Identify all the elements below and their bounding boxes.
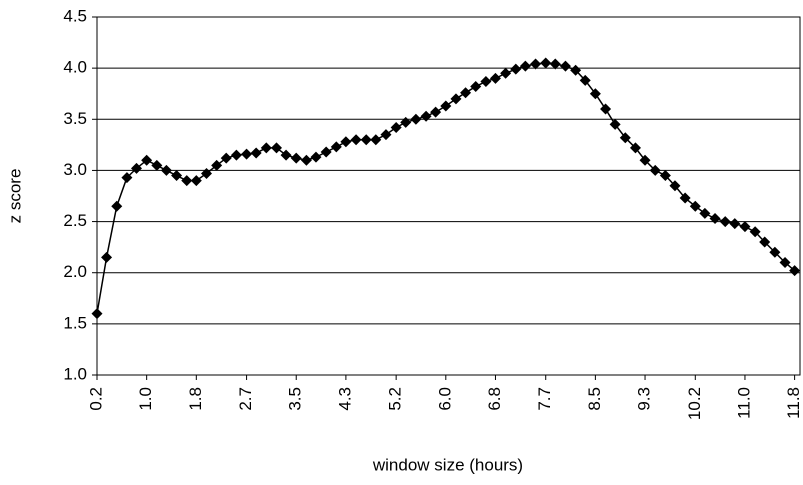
y-tick-label: 3.0 bbox=[63, 160, 87, 179]
marker bbox=[689, 200, 701, 212]
marker bbox=[450, 93, 462, 105]
marker bbox=[589, 88, 601, 100]
marker bbox=[200, 167, 212, 179]
marker bbox=[370, 134, 382, 146]
marker bbox=[460, 87, 472, 99]
marker bbox=[330, 141, 342, 153]
marker bbox=[729, 218, 741, 230]
marker bbox=[101, 251, 113, 263]
marker bbox=[340, 136, 352, 148]
marker bbox=[440, 100, 452, 112]
x-axis-title: window size (hours) bbox=[372, 455, 523, 474]
y-axis-title: z score bbox=[5, 169, 24, 224]
marker bbox=[400, 116, 412, 128]
marker bbox=[211, 159, 223, 171]
marker bbox=[540, 57, 552, 69]
marker bbox=[300, 154, 312, 166]
marker bbox=[749, 226, 761, 238]
marker bbox=[310, 151, 322, 163]
marker bbox=[151, 159, 163, 171]
marker bbox=[290, 152, 302, 164]
marker bbox=[260, 142, 272, 154]
marker bbox=[430, 106, 442, 118]
x-tick-label: 3.5 bbox=[286, 387, 305, 411]
marker bbox=[141, 154, 153, 166]
marker bbox=[559, 60, 571, 72]
marker bbox=[669, 180, 681, 192]
marker bbox=[171, 170, 183, 182]
marker bbox=[410, 113, 422, 125]
marker bbox=[579, 74, 591, 86]
marker bbox=[280, 149, 292, 161]
x-tick-label: 4.3 bbox=[335, 387, 354, 411]
x-tick-label: 0.2 bbox=[86, 387, 105, 411]
y-tick-label: 1.5 bbox=[63, 313, 87, 332]
y-tick-label: 2.5 bbox=[63, 211, 87, 230]
marker bbox=[470, 81, 482, 93]
marker bbox=[519, 60, 531, 72]
marker bbox=[679, 192, 691, 204]
marker bbox=[111, 200, 123, 212]
marker bbox=[130, 162, 142, 174]
x-tick-label: 2.7 bbox=[236, 387, 255, 411]
marker bbox=[739, 221, 751, 233]
marker bbox=[609, 118, 621, 130]
y-tick-label: 3.5 bbox=[63, 109, 87, 128]
marker bbox=[649, 164, 661, 176]
marker bbox=[190, 175, 202, 187]
marker bbox=[510, 63, 522, 75]
marker bbox=[789, 265, 801, 277]
marker bbox=[390, 121, 402, 133]
marker bbox=[570, 64, 582, 76]
marker bbox=[270, 142, 282, 154]
marker bbox=[230, 149, 242, 161]
y-tick-label: 4.5 bbox=[63, 6, 87, 25]
marker bbox=[530, 58, 542, 70]
marker bbox=[549, 58, 561, 70]
marker bbox=[759, 236, 771, 248]
marker bbox=[500, 67, 512, 79]
y-tick-label: 1.0 bbox=[63, 364, 87, 383]
marker bbox=[181, 175, 193, 187]
marker bbox=[350, 134, 362, 146]
marker bbox=[769, 246, 781, 258]
x-tick-label: 5.2 bbox=[386, 387, 405, 411]
x-tick-label: 6.8 bbox=[485, 387, 504, 411]
marker bbox=[639, 154, 651, 166]
marker bbox=[380, 129, 392, 141]
marker bbox=[629, 142, 641, 154]
y-tick-label: 4.0 bbox=[63, 58, 87, 77]
x-tick-label: 9.3 bbox=[635, 387, 654, 411]
marker bbox=[220, 152, 232, 164]
x-tick-label: 7.7 bbox=[535, 387, 554, 411]
marker bbox=[360, 134, 372, 146]
marker bbox=[699, 207, 711, 219]
x-tick-label: 11.0 bbox=[734, 387, 753, 419]
marker bbox=[250, 147, 262, 159]
marker bbox=[600, 103, 612, 115]
x-tick-label: 6.0 bbox=[435, 387, 454, 411]
marker bbox=[480, 75, 492, 87]
marker bbox=[659, 170, 671, 182]
marker bbox=[709, 213, 721, 225]
marker bbox=[489, 72, 501, 84]
plot-frame bbox=[96, 16, 801, 376]
marker bbox=[320, 146, 332, 158]
y-tick-label: 2.0 bbox=[63, 262, 87, 281]
marker bbox=[619, 132, 631, 144]
marker bbox=[121, 172, 133, 184]
marker bbox=[779, 256, 791, 268]
marker bbox=[420, 110, 432, 122]
x-tick-label: 8.5 bbox=[585, 387, 604, 411]
x-tick-label: 1.8 bbox=[186, 387, 205, 411]
marker bbox=[241, 148, 253, 160]
marker bbox=[160, 164, 172, 176]
x-tick-label: 10.2 bbox=[685, 387, 704, 420]
marker bbox=[719, 216, 731, 228]
x-tick-label: 11.8 bbox=[784, 387, 803, 419]
x-tick-label: 1.0 bbox=[136, 387, 155, 411]
marker bbox=[91, 308, 103, 320]
